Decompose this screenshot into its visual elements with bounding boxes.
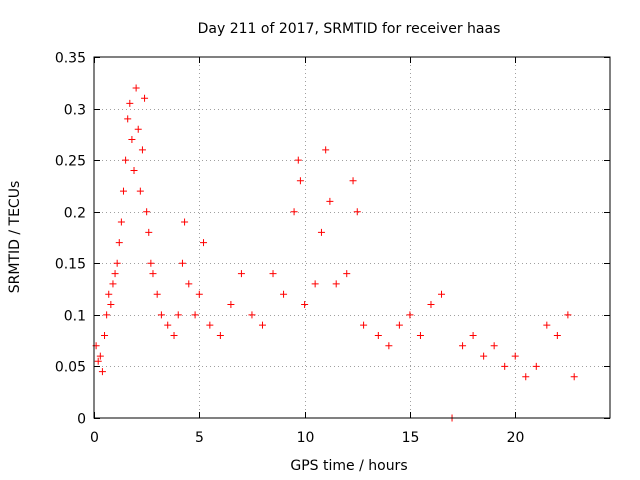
data-point bbox=[98, 368, 106, 376]
data-point bbox=[280, 290, 288, 298]
y-tick-label: 0 bbox=[77, 412, 86, 428]
plot-frame bbox=[93, 56, 611, 419]
data-point bbox=[353, 208, 361, 216]
data-point bbox=[115, 239, 123, 247]
data-point bbox=[522, 373, 530, 381]
data-point bbox=[326, 197, 334, 205]
data-point bbox=[122, 156, 130, 164]
data-point bbox=[406, 311, 414, 319]
data-point bbox=[570, 373, 578, 381]
data-point bbox=[543, 321, 551, 329]
data-point bbox=[113, 259, 121, 267]
data-point bbox=[101, 331, 109, 339]
data-point bbox=[181, 218, 189, 226]
x-axis-label: GPS time / hours bbox=[290, 458, 407, 474]
data-point bbox=[126, 99, 134, 107]
data-point bbox=[107, 301, 115, 309]
data-point bbox=[317, 228, 325, 236]
axis-ticks: 0 0.05 0.1 0.15 0.2 0.25 0.3 0.35 0 5 10 15 20 bbox=[55, 51, 610, 446]
data-point bbox=[459, 342, 467, 350]
data-point bbox=[147, 259, 155, 267]
data-point bbox=[332, 280, 340, 288]
data-point bbox=[385, 342, 393, 350]
data-point bbox=[374, 331, 382, 339]
data-point bbox=[469, 331, 477, 339]
data-point bbox=[195, 290, 203, 298]
data-point bbox=[290, 208, 298, 216]
data-point bbox=[511, 352, 519, 360]
data-point bbox=[294, 156, 302, 164]
y-tick-label: 0.35 bbox=[55, 51, 86, 67]
data-point bbox=[128, 136, 136, 144]
data-point bbox=[130, 166, 138, 174]
data-point bbox=[322, 146, 330, 154]
data-point bbox=[117, 218, 125, 226]
data-point bbox=[119, 187, 127, 195]
data-point bbox=[480, 352, 488, 360]
data-point bbox=[185, 280, 193, 288]
y-tick-label: 0.15 bbox=[55, 257, 86, 273]
y-axis-label: SRMTID / TECUs bbox=[7, 181, 23, 294]
data-point bbox=[532, 362, 540, 370]
data-point bbox=[134, 125, 142, 133]
data-point bbox=[153, 290, 161, 298]
data-point bbox=[227, 301, 235, 309]
data-point bbox=[343, 270, 351, 278]
data-point bbox=[105, 290, 113, 298]
data-point bbox=[157, 311, 165, 319]
data-point bbox=[103, 311, 111, 319]
data-point bbox=[136, 187, 144, 195]
data-point bbox=[109, 280, 117, 288]
data-point bbox=[427, 301, 435, 309]
data-point bbox=[143, 208, 151, 216]
data-point bbox=[248, 311, 256, 319]
data-point bbox=[111, 270, 119, 278]
data-point bbox=[564, 311, 572, 319]
data-point bbox=[258, 321, 266, 329]
y-tick-label: 0.25 bbox=[55, 154, 86, 170]
data-point bbox=[301, 301, 309, 309]
data-point bbox=[132, 84, 140, 92]
data-point bbox=[237, 270, 245, 278]
data-point bbox=[174, 311, 182, 319]
y-tick-label: 0.2 bbox=[64, 206, 86, 222]
data-point bbox=[553, 331, 561, 339]
data-point bbox=[216, 331, 224, 339]
x-tick-label: 10 bbox=[297, 430, 315, 446]
x-tick-label: 20 bbox=[507, 430, 525, 446]
data-point bbox=[360, 321, 368, 329]
grid bbox=[94, 57, 610, 418]
data-point bbox=[141, 94, 149, 102]
data-point bbox=[96, 352, 104, 360]
chart-title: Day 211 of 2017, SRMTID for receiver haa… bbox=[198, 21, 501, 37]
x-tick-label: 15 bbox=[402, 430, 420, 446]
data-point bbox=[501, 362, 509, 370]
data-point bbox=[311, 280, 319, 288]
x-tick-label: 0 bbox=[90, 430, 99, 446]
data-points bbox=[92, 84, 578, 422]
data-point bbox=[416, 331, 424, 339]
data-point bbox=[395, 321, 403, 329]
data-point bbox=[296, 177, 304, 185]
data-point bbox=[145, 228, 153, 236]
data-point bbox=[164, 321, 172, 329]
data-point bbox=[438, 290, 446, 298]
data-point bbox=[149, 270, 157, 278]
data-point bbox=[170, 331, 178, 339]
y-tick-label: 0.3 bbox=[64, 103, 86, 119]
x-tick-label: 5 bbox=[195, 430, 204, 446]
data-point bbox=[269, 270, 277, 278]
y-tick-label: 0.05 bbox=[55, 360, 86, 376]
data-point bbox=[349, 177, 357, 185]
y-tick-label: 0.1 bbox=[64, 309, 86, 325]
data-point bbox=[490, 342, 498, 350]
data-point bbox=[178, 259, 186, 267]
data-point bbox=[191, 311, 199, 319]
data-point bbox=[138, 146, 146, 154]
data-point bbox=[94, 357, 102, 365]
data-point bbox=[206, 321, 214, 329]
data-point bbox=[200, 239, 208, 247]
data-point bbox=[124, 115, 132, 123]
